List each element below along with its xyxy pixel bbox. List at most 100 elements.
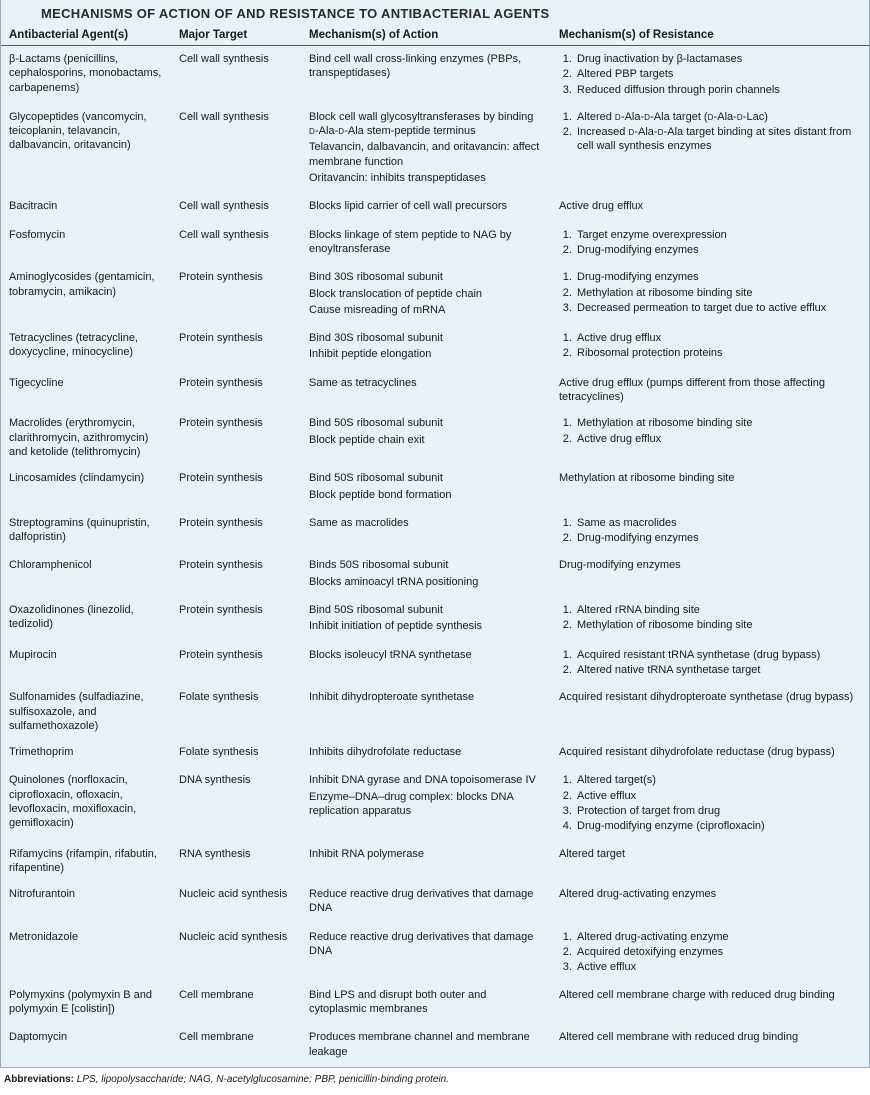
cell-target: Folate synthesis <box>171 739 301 767</box>
cell-resistance: Drug-modifying enzymes <box>551 552 869 597</box>
cell-action: Bind 50S ribosomal subunitBlock peptide … <box>301 465 551 510</box>
cell-target: Protein synthesis <box>171 465 301 510</box>
resistance-item: Protection of target from drug <box>575 804 861 818</box>
table-row: Glycopeptides (vancomycin, teicoplanin, … <box>1 104 869 193</box>
resistance-list: Altered d-Ala-d-Ala target (d-Ala-d-Lac)… <box>559 110 861 154</box>
resistance-item: Altered drug-activating enzyme <box>575 930 861 944</box>
resistance-item: Methylation at ribosome binding site <box>575 286 861 300</box>
cell-agent: Metronidazole <box>1 924 171 982</box>
cell-resistance: Altered target <box>551 841 869 882</box>
table-row: Streptogramins (quinupristin, dalfoprist… <box>1 510 869 553</box>
cell-action: Bind 50S ribosomal subunitBlock peptide … <box>301 410 551 465</box>
cell-action: Inhibit dihydropteroate synthetase <box>301 684 551 739</box>
cell-target: Protein synthesis <box>171 264 301 325</box>
table-row: Rifamycins (rifampin, rifabutin, rifapen… <box>1 841 869 882</box>
cell-action: Same as macrolides <box>301 510 551 553</box>
cell-resistance: Methylation at ribosome binding site <box>551 465 869 510</box>
resistance-item: Methylation at ribosome binding site <box>575 416 861 430</box>
cell-agent: Trimethoprim <box>1 739 171 767</box>
resistance-list: Altered target(s)Active effluxProtection… <box>559 773 861 833</box>
cell-target: Nucleic acid synthesis <box>171 881 301 924</box>
resistance-list: Target enzyme overexpressionDrug-modifyi… <box>559 228 861 258</box>
abbreviations-footnote: Abbreviations: LPS, lipopolysaccharide; … <box>0 1068 870 1095</box>
action-line: Inhibit peptide elongation <box>309 347 543 361</box>
cell-agent: Oxazolidinones (linezolid, tedizolid) <box>1 597 171 642</box>
cell-action: Inhibit DNA gyrase and DNA topoisomerase… <box>301 767 551 840</box>
cell-action: Binds 50S ribosomal subunitBlocks aminoa… <box>301 552 551 597</box>
action-line: Bind 50S ribosomal subunit <box>309 603 543 617</box>
cell-resistance: Same as macrolidesDrug-modifying enzymes <box>551 510 869 553</box>
cell-agent: Nitrofurantoin <box>1 881 171 924</box>
cell-target: Cell wall synthesis <box>171 193 301 221</box>
table-body: β-Lactams (penicillins, cephalosporins, … <box>1 46 869 1067</box>
cell-action: Bind LPS and disrupt both outer and cyto… <box>301 982 551 1025</box>
action-line: Blocks isoleucyl tRNA synthetase <box>309 648 543 662</box>
cell-target: Protein synthesis <box>171 510 301 553</box>
action-line: Block peptide chain exit <box>309 433 543 447</box>
cell-resistance: Altered cell membrane with reduced drug … <box>551 1024 869 1067</box>
cell-resistance: Methylation at ribosome binding site Acti… <box>551 410 869 465</box>
cell-agent: Sulfonamides (sulfadiazine, sulfisoxazol… <box>1 684 171 739</box>
table-row: MetronidazoleNucleic acid synthesisReduc… <box>1 924 869 982</box>
cell-agent: Macrolides (erythromycin, clarithromycin… <box>1 410 171 465</box>
cell-target: Protein synthesis <box>171 410 301 465</box>
cell-target: Cell membrane <box>171 1024 301 1067</box>
resistance-item: Acquired detoxifying enzymes <box>575 945 861 959</box>
action-line: Block translocation of peptide chain <box>309 287 543 301</box>
cell-target: Nucleic acid synthesis <box>171 924 301 982</box>
cell-agent: Chloramphenicol <box>1 552 171 597</box>
cell-action: Blocks lipid carrier of cell wall precur… <box>301 193 551 221</box>
cell-agent: Mupirocin <box>1 642 171 685</box>
resistance-list: Drug inactivation by β-lactamasesAltered… <box>559 52 861 97</box>
col-header-resistance: Mechanism(s) of Resistance <box>551 25 869 46</box>
cell-agent: Tigecycline <box>1 370 171 411</box>
resistance-item: Active drug efflux <box>575 432 861 446</box>
cell-action: Block cell wall glycosyltransferases by … <box>301 104 551 193</box>
col-header-action: Mechanism(s) of Action <box>301 25 551 46</box>
resistance-item: Same as macrolides <box>575 516 861 530</box>
action-line: Reduce reactive drug derivatives that da… <box>309 887 543 916</box>
resistance-item: Drug-modifying enzymes <box>575 531 861 545</box>
resistance-item: Drug inactivation by β-lactamases <box>575 52 861 66</box>
cell-agent: Glycopeptides (vancomycin, teicoplanin, … <box>1 104 171 193</box>
cell-action: Blocks isoleucyl tRNA synthetase <box>301 642 551 685</box>
action-line: Enzyme–DNA–drug complex: blocks DNA repl… <box>309 790 543 819</box>
cell-action: Bind 30S ribosomal subunit Block transloc… <box>301 264 551 325</box>
col-header-target: Major Target <box>171 25 301 46</box>
cell-resistance: Altered drug-activating enzymes <box>551 881 869 924</box>
action-line: Bind 30S ribosomal subunit <box>309 331 543 345</box>
action-line: Inhibit dihydropteroate synthetase <box>309 690 543 704</box>
cell-action: Blocks linkage of stem peptide to NAG by… <box>301 222 551 265</box>
antibacterial-table: Antibacterial Agent(s) Major Target Mech… <box>1 25 869 1067</box>
table-row: MupirocinProtein synthesisBlocks isoleuc… <box>1 642 869 685</box>
action-line: Bind 30S ribosomal subunit <box>309 270 543 284</box>
table-row: Tetracyclines (tetracycline, doxycycline… <box>1 325 869 370</box>
resistance-item: Altered target(s) <box>575 773 861 787</box>
cell-resistance: Altered target(s)Active effluxProtection… <box>551 767 869 840</box>
cell-action: Inhibits dihydrofolate reductase <box>301 739 551 767</box>
action-line: Blocks lipid carrier of cell wall precur… <box>309 199 543 213</box>
cell-agent: Fosfomycin <box>1 222 171 265</box>
table-row: ChloramphenicolProtein synthesisBinds 50… <box>1 552 869 597</box>
cell-target: Protein synthesis <box>171 552 301 597</box>
table-row: Macrolides (erythromycin, clarithromycin… <box>1 410 869 465</box>
table-row: Lincosamides (clindamycin)Protein synthe… <box>1 465 869 510</box>
cell-resistance: Acquired resistant dihydropteroate synth… <box>551 684 869 739</box>
resistance-item: Methylation of ribosome binding site <box>575 618 861 632</box>
resistance-list: Acquired resistant tRNA synthetase (drug… <box>559 648 861 678</box>
action-line: Binds 50S ribosomal subunit <box>309 558 543 572</box>
cell-action: Bind 50S ribosomal subunitInhibit initia… <box>301 597 551 642</box>
cell-target: Cell wall synthesis <box>171 222 301 265</box>
cell-target: Protein synthesis <box>171 325 301 370</box>
cell-resistance: Altered drug-activating enzymeAcquired d… <box>551 924 869 982</box>
action-line: Oritavancin: inhibits transpeptidases <box>309 171 543 185</box>
cell-agent: Bacitracin <box>1 193 171 221</box>
resistance-item: Altered PBP targets <box>575 67 861 81</box>
resistance-list: Drug-modifying enzymesMethylation at rib… <box>559 270 861 315</box>
action-line: Same as tetracyclines <box>309 376 543 390</box>
resistance-item: Increased d-Ala-d-Ala target binding at … <box>575 125 861 154</box>
cell-action: Reduce reactive drug derivatives that da… <box>301 924 551 982</box>
action-line: Same as macrolides <box>309 516 543 530</box>
abbreviations-label: Abbreviations: <box>4 1074 74 1085</box>
table-row: Sulfonamides (sulfadiazine, sulfisoxazol… <box>1 684 869 739</box>
